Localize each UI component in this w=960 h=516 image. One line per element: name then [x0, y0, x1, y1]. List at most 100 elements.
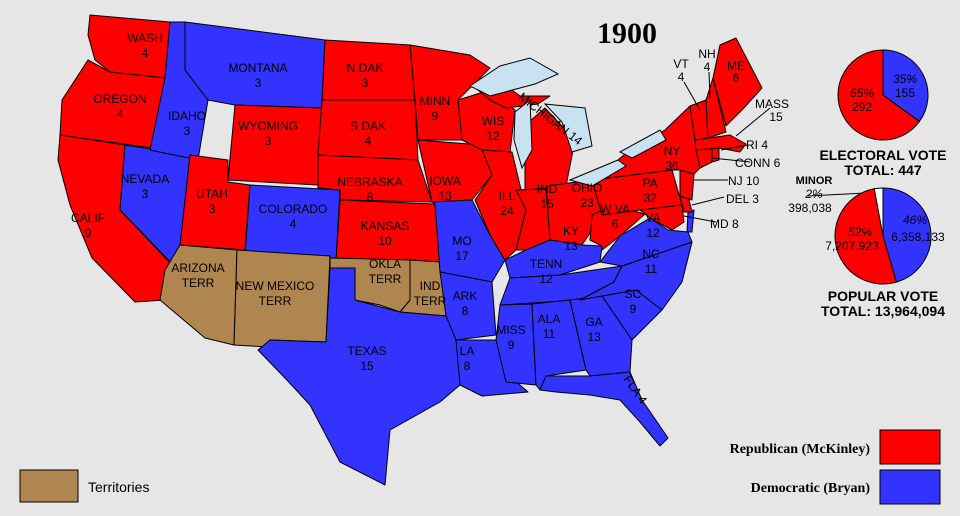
electoral-heading: ELECTORAL VOTE — [819, 147, 946, 163]
ev-sc: 9 — [630, 302, 637, 316]
label-ma: MASS — [755, 97, 789, 111]
label-mt: MONTANA — [228, 61, 287, 75]
label-la: LA — [460, 344, 475, 358]
ev-al: 11 — [543, 327, 556, 341]
states-layer — [57, 14, 763, 486]
legend-republican-swatch — [879, 429, 941, 465]
ev-dem-slice — [882, 49, 929, 123]
label-de: DEL 3 — [726, 192, 759, 206]
label-wy: WYOMING — [238, 119, 298, 133]
state-rhode-island[interactable] — [711, 147, 720, 163]
state-maine[interactable] — [712, 37, 763, 127]
label-nm: NEW MEXICO — [236, 279, 315, 293]
ev-pa: 32 — [643, 191, 657, 205]
minor-label: MINOR — [796, 175, 833, 187]
label-pa: PA — [642, 176, 657, 190]
label-oh: OHIO — [572, 181, 603, 195]
legend: Republican (McKinley) Democratic (Bryan)… — [19, 429, 941, 505]
popular-total: TOTAL: 13,964,094 — [821, 303, 945, 319]
great-lakes — [469, 57, 667, 187]
ev-dem-pct: 35% — [893, 72, 917, 86]
label-tx: TEXAS — [347, 344, 386, 358]
ev-nd: 3 — [362, 76, 369, 90]
external-labels: VT 4 NH 4 ME 6 MASS 15 RI 4 CONN 6 NJ 10… — [673, 47, 789, 231]
ev-it: TERR — [414, 294, 447, 308]
minor-votes: 398,038 — [788, 201, 832, 215]
ev-il: 24 — [500, 204, 514, 218]
ev-az: TERR — [182, 276, 215, 290]
label-in: IND — [537, 182, 558, 196]
state-virginia[interactable] — [599, 217, 693, 267]
ev-nv: 3 — [142, 187, 149, 201]
state-mississippi[interactable] — [495, 303, 537, 386]
popular-vote-pie — [834, 187, 932, 285]
ev-vt: 4 — [678, 70, 685, 84]
label-id: IDAHO — [168, 109, 206, 123]
legend-territories-swatch — [19, 469, 79, 503]
ev-nc: 11 — [645, 262, 658, 276]
state-missouri[interactable] — [431, 199, 506, 283]
state-maryland[interactable] — [639, 204, 685, 231]
ev-in: 15 — [540, 197, 554, 211]
label-wv: W VA — [600, 202, 630, 216]
label-il: ILL — [499, 189, 516, 203]
label-sd: S DAK — [350, 119, 386, 133]
label-or: OREGON — [93, 92, 146, 106]
label-co: COLORADO — [259, 202, 328, 216]
ev-tx: 15 — [360, 359, 374, 373]
ev-la: 8 — [464, 359, 471, 373]
lake-ontario — [618, 129, 667, 159]
electoral-total: TOTAL: 447 — [844, 162, 921, 178]
label-al: ALA — [538, 312, 561, 326]
ev-rep-pct: 65% — [850, 86, 874, 100]
label-ca: CALIF — [71, 211, 105, 225]
state-florida[interactable] — [539, 371, 669, 447]
state-new-jersey[interactable] — [679, 169, 695, 201]
state-new-hampshire[interactable] — [705, 77, 727, 139]
pop-rep-pct: 52% — [848, 225, 872, 239]
ev-wv: 6 — [612, 217, 619, 231]
ev-ky: 13 — [564, 239, 578, 253]
legend-democratic-swatch — [879, 469, 941, 505]
ev-mn: 9 — [432, 109, 439, 123]
label-it: IND — [420, 279, 441, 293]
ev-ne: 8 — [367, 190, 374, 204]
leader-lines — [683, 71, 867, 223]
ev-id: 3 — [184, 124, 191, 138]
label-ut: UTAH — [196, 187, 228, 201]
label-sc: SC — [625, 287, 642, 301]
ev-ms: 9 — [508, 338, 515, 352]
ev-mt: 3 — [255, 76, 262, 90]
lake-huron — [543, 103, 593, 153]
ev-or: 4 — [117, 107, 124, 121]
ev-ut: 3 — [209, 202, 216, 216]
label-wi: WIS — [482, 114, 505, 128]
pop-rep-slice — [834, 188, 898, 285]
label-nj: NJ 10 — [728, 174, 760, 188]
label-nv: NEVADA — [121, 172, 169, 186]
ev-wy: 3 — [265, 134, 272, 148]
label-ct: CONN 6 — [735, 156, 781, 170]
state-wyoming[interactable] — [227, 104, 323, 186]
ev-me: 6 — [733, 71, 740, 85]
lake-erie — [568, 159, 627, 187]
label-ks: KANSAS — [361, 219, 410, 233]
ev-rep-votes: 292 — [852, 100, 872, 114]
label-me: ME — [727, 59, 745, 73]
map-title: 1900 — [597, 17, 657, 50]
label-ar: ARK — [453, 289, 478, 303]
label-ky: KY — [563, 224, 579, 238]
label-ny: NY — [664, 144, 681, 158]
ev-ma: 15 — [769, 110, 783, 124]
pop-dem-pct: 46% — [903, 213, 927, 227]
label-vt: VT — [673, 57, 689, 71]
pop-dem-votes: 6,358,133 — [891, 230, 945, 244]
pop-rep-votes: 7,207,923 — [825, 239, 879, 253]
label-nd: N DAK — [347, 61, 384, 75]
legend-territories-label: Territories — [88, 479, 149, 495]
state-arkansas[interactable] — [439, 271, 497, 341]
label-ne: NEBRASKA — [337, 175, 402, 189]
ev-wi: 12 — [486, 129, 500, 143]
electoral-vote-pie — [837, 49, 929, 141]
